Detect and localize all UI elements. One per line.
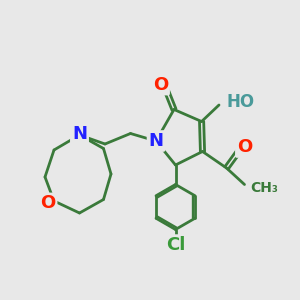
Text: O: O (153, 76, 168, 94)
Text: HO: HO (226, 93, 255, 111)
Text: N: N (72, 125, 87, 143)
Text: O: O (40, 194, 56, 212)
Text: N: N (148, 132, 164, 150)
Text: Cl: Cl (166, 236, 185, 254)
Text: CH₃: CH₃ (250, 182, 278, 195)
Text: N: N (72, 125, 87, 143)
Text: O: O (237, 138, 252, 156)
